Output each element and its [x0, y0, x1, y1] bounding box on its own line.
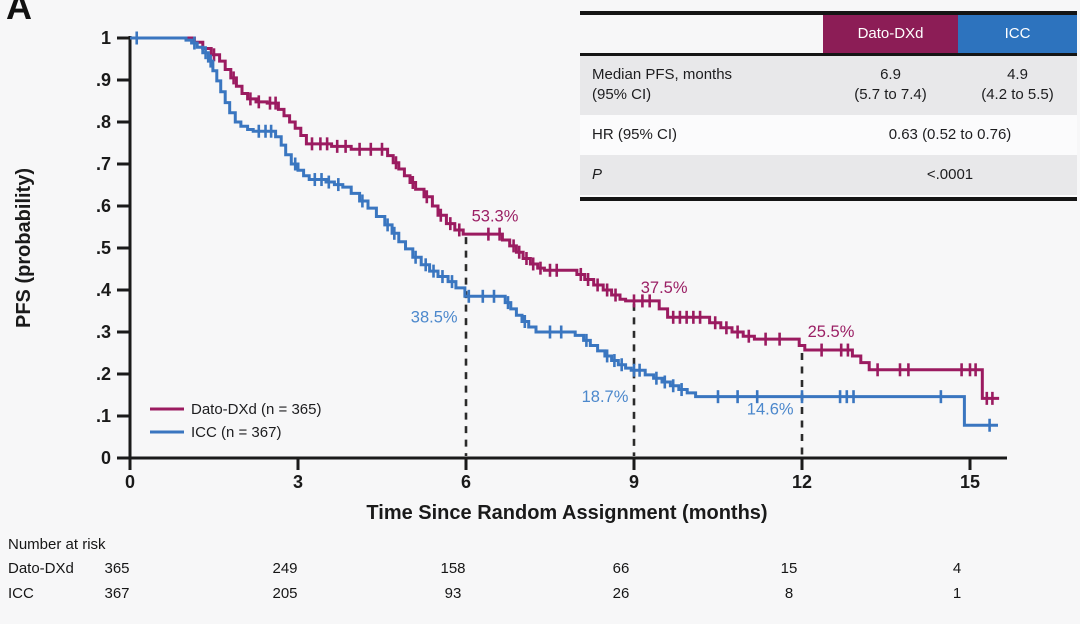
x-axis-title: Time Since Random Assignment (months)	[366, 502, 767, 524]
risk-value: 66	[612, 560, 630, 577]
summary-row-p: P <.0001	[580, 155, 1077, 195]
table-header-separator	[580, 53, 1077, 56]
y-tick-label: .1	[96, 406, 111, 426]
median-pfs-ci-label: (95% CI)	[592, 86, 652, 103]
y-tick-label: .6	[96, 196, 111, 216]
y-axis-title: PFS (probability)	[13, 168, 35, 328]
median-pfs-icc-value: 4.9	[1007, 66, 1028, 83]
median-pfs-dato-value: 6.9	[880, 66, 901, 83]
y-tick-label: .7	[96, 154, 111, 174]
risk-value: 249	[272, 560, 298, 577]
table-top-border	[580, 11, 1077, 15]
y-tick-label: .5	[96, 238, 111, 258]
number-at-risk-title: Number at risk	[8, 536, 106, 553]
y-tick-label: .4	[96, 280, 111, 300]
annotation-14.6%: 14.6%	[747, 401, 794, 419]
summary-header-icc: ICC	[958, 15, 1077, 53]
risk-value: 93	[444, 585, 462, 602]
x-tick-label: 15	[960, 472, 980, 492]
risk-value: 26	[612, 585, 630, 602]
risk-value: 8	[784, 585, 794, 602]
x-tick-label: 0	[125, 472, 135, 492]
y-tick-label: .3	[96, 322, 111, 342]
risk-value: 205	[272, 585, 298, 602]
y-tick-label: .9	[96, 70, 111, 90]
summary-row-hr: HR (95% CI) 0.63 (0.52 to 0.76)	[580, 115, 1077, 155]
risk-value: 1	[952, 585, 962, 602]
annotation-18.7%: 18.7%	[582, 388, 629, 406]
median-pfs-label: Median PFS, months	[592, 66, 733, 83]
km-chart: 1 .9 .8 .7 .6 .5 .4 .3 .2 .1 00 3 6 9 12 15 Time Since R…	[13, 28, 1007, 524]
risk-value: 158	[440, 560, 466, 577]
x-tick-label: 12	[792, 472, 812, 492]
x-tick-label: 9	[629, 472, 639, 492]
table-bottom-border	[580, 197, 1077, 201]
summary-row-median-pfs: Median PFS, months (95% CI) 6.9 (5.7 to …	[580, 56, 1077, 115]
risk-row-label-dato: Dato-DXd	[8, 560, 74, 577]
hr-value: 0.63 (0.52 to 0.76)	[888, 126, 1012, 143]
risk-value: 365	[104, 560, 130, 577]
risk-value: 15	[780, 560, 798, 577]
risk-value: 4	[952, 560, 962, 577]
median-pfs-dato-ci: (5.7 to 7.4)	[854, 86, 927, 103]
annotation-37.5%: 37.5%	[641, 279, 688, 297]
y-tick-label: 1	[101, 28, 111, 48]
risk-value: 367	[104, 585, 130, 602]
y-tick-label: 0	[101, 448, 111, 468]
p-label: P	[592, 166, 603, 183]
p-value: <.0001	[926, 166, 974, 183]
legend-label-dato: Dato-DXd (n = 365)	[191, 401, 321, 418]
annotation-53.3%: 53.3%	[472, 208, 519, 226]
y-tick-label: .2	[96, 364, 111, 384]
summary-header-row: Dato-DXd ICC	[580, 15, 1077, 53]
median-pfs-icc-ci: (4.2 to 5.5)	[981, 86, 1054, 103]
risk-row-label-icc: ICC	[8, 585, 34, 602]
annotation-25.5%: 25.5%	[808, 323, 855, 341]
y-tick-label: .8	[96, 112, 111, 132]
hr-label: HR (95% CI)	[592, 126, 678, 143]
annotation-38.5%: 38.5%	[411, 308, 458, 326]
summary-table: Dato-DXd ICC Median PFS, months (95% CI)…	[580, 11, 1077, 201]
x-tick-label: 3	[293, 472, 303, 492]
x-tick-label: 6	[461, 472, 471, 492]
panel-label: A	[6, 0, 32, 27]
curve-icc	[130, 36, 998, 427]
legend-label-icc: ICC (n = 367)	[191, 424, 281, 441]
summary-header-dato-dxd: Dato-DXd	[823, 15, 958, 53]
table-bottom-gap	[580, 195, 1077, 197]
